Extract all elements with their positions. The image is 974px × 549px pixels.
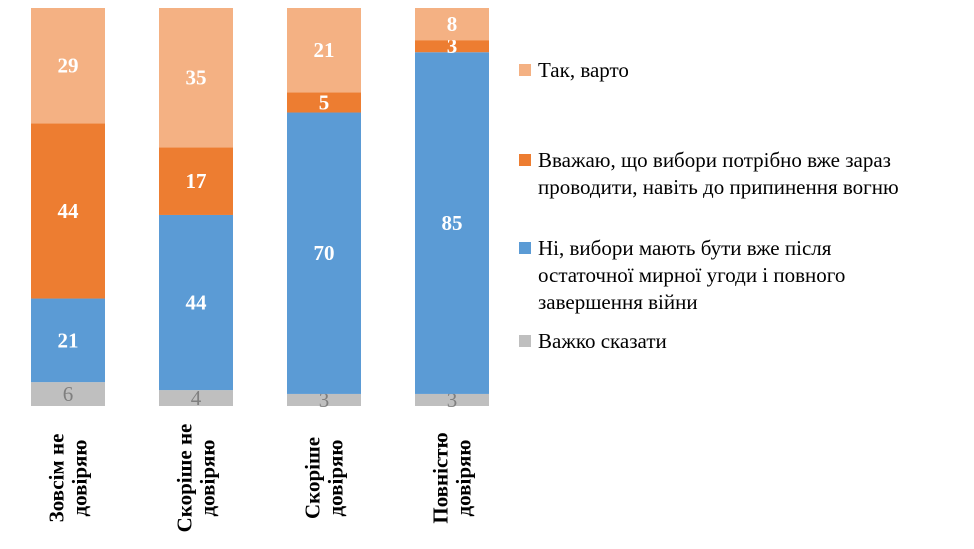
data-label: 44 xyxy=(58,199,80,223)
category-labels: Зовсім не довіряю Скоріше не довіряю Скоріше… xyxy=(45,424,476,533)
legend-swatch xyxy=(519,64,531,76)
bar-segment xyxy=(287,8,361,93)
legend-label: Вважаю, що вибори потрібно вже зараз xyxy=(538,148,891,172)
bar-segment xyxy=(31,123,105,299)
bar-segment xyxy=(415,52,489,394)
bar-segment xyxy=(31,298,105,383)
data-label: 6 xyxy=(63,382,74,406)
category-label-line: довіряю xyxy=(196,440,220,517)
legend: Так, варто Вважаю, що вибори потрібно вже… xyxy=(519,58,899,353)
bar-segment xyxy=(415,393,489,406)
bar-segment xyxy=(31,382,105,406)
category-label: Скоріше не довіряю xyxy=(173,424,220,533)
legend-label: завершення війни xyxy=(538,290,698,314)
data-label: 21 xyxy=(314,38,335,62)
category-label-line: довіряю xyxy=(452,440,476,517)
bar-segment xyxy=(287,112,361,394)
category-label-line: Зовсім не xyxy=(45,434,69,523)
data-label: 3 xyxy=(447,34,458,58)
bar-segment xyxy=(287,393,361,406)
data-label: 8 xyxy=(447,12,458,36)
data-label: 35 xyxy=(186,66,207,90)
category-label: Зовсім не довіряю xyxy=(45,434,92,523)
data-label: 44 xyxy=(186,291,208,315)
data-label: 5 xyxy=(319,90,330,114)
bar-segment xyxy=(31,8,105,124)
bar-segment xyxy=(159,390,233,406)
data-label: 70 xyxy=(314,241,335,265)
category-label: Скоріше довіряю xyxy=(301,437,348,519)
legend-swatch xyxy=(519,242,531,254)
bar-segment xyxy=(415,40,489,53)
data-label: 3 xyxy=(447,388,458,412)
category-label-line: Скоріше xyxy=(301,437,325,519)
data-label: 21 xyxy=(58,328,79,352)
category-label-line: Повністю xyxy=(429,432,453,523)
legend-label: Так, варто xyxy=(538,58,629,82)
legend-label: Важко сказати xyxy=(538,329,667,353)
legend-label: Ні, вибори мають бути вже після xyxy=(538,236,832,260)
data-label: 85 xyxy=(442,211,463,235)
legend-label: проводити, навіть до припинення вогню xyxy=(538,175,899,199)
category-label-line: Скоріше не xyxy=(173,424,197,533)
bar-segment xyxy=(159,214,233,391)
bar-segment xyxy=(287,92,361,113)
bar-segment xyxy=(159,147,233,215)
category-label-line: довіряю xyxy=(68,440,92,517)
data-label: 3 xyxy=(319,388,330,412)
legend-label: остаточної мирної угоди і повного xyxy=(538,263,845,287)
legend-swatch xyxy=(519,335,531,347)
legend-swatch xyxy=(519,154,531,166)
category-label-line: довіряю xyxy=(324,440,348,517)
category-label: Повністю довіряю xyxy=(429,432,476,523)
data-label: 17 xyxy=(186,169,207,193)
data-label: 29 xyxy=(58,54,79,78)
bar-segment xyxy=(415,8,489,41)
data-label: 4 xyxy=(191,386,202,410)
bar-segment xyxy=(159,8,233,148)
